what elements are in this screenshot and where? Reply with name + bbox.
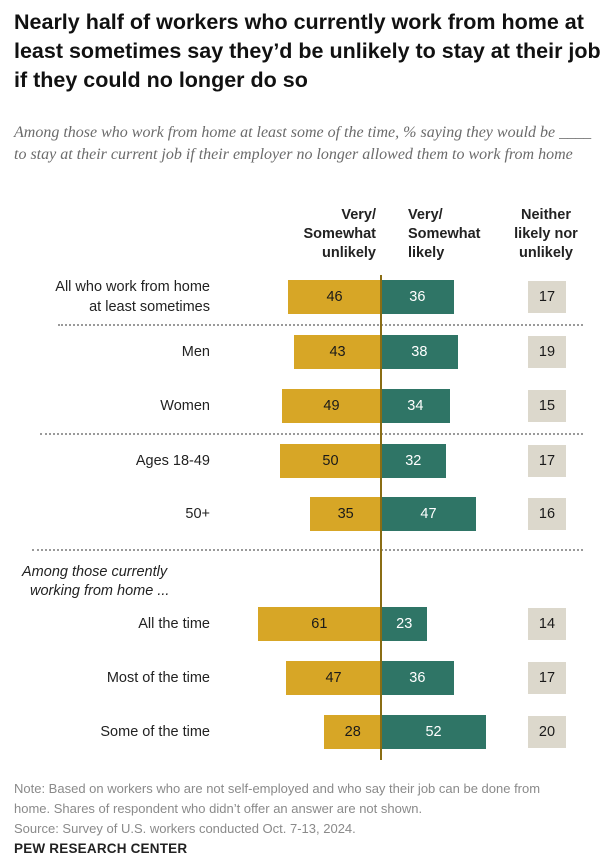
column-header-line: Very/ [408, 207, 443, 223]
column-header-likely: Very/ Somewhat likely [408, 206, 508, 263]
neither-value-box: 19 [528, 336, 566, 368]
group-separator [32, 549, 583, 551]
column-header-line: Somewhat [303, 226, 376, 242]
row-label: All the time [10, 614, 210, 634]
row-label: All who work from home at least sometimes [10, 277, 210, 317]
group-separator [58, 324, 583, 326]
bar-likely: 23 [381, 607, 428, 641]
bar-likely: 34 [381, 389, 450, 423]
row-label: Ages 18-49 [10, 451, 210, 471]
row-label: 50+ [10, 504, 210, 524]
chart-subtitle: Among those who work from home at least … [14, 124, 592, 163]
row-label-line: Ages 18-49 [135, 453, 210, 469]
row-label-line: All the time [138, 616, 210, 632]
bar-likely: 52 [381, 715, 487, 749]
row-label-line: Women [160, 398, 210, 414]
row-label-line: Some of the time [100, 724, 210, 740]
bar-unlikely: 46 [288, 280, 381, 314]
neither-value-box: 14 [528, 608, 566, 640]
bar-unlikely: 43 [294, 335, 381, 369]
group-label: Among those currently working from home … [22, 563, 212, 601]
note-line: Note: Based on workers who are not self-… [14, 781, 541, 796]
row-label-line: at least sometimes [89, 299, 210, 315]
column-header-line: unlikely [519, 245, 573, 261]
row-label-line: Most of the time [106, 670, 210, 686]
bar-unlikely: 49 [282, 389, 381, 423]
row-label: Most of the time [10, 668, 210, 688]
column-header-line: likely [408, 245, 445, 261]
note-line: Source: Survey of U.S. workers conducted… [14, 821, 356, 836]
note-line: home. Shares of respondent who didn’t of… [14, 801, 423, 816]
column-header-line: Somewhat [408, 226, 481, 242]
group-separator [40, 433, 583, 435]
neither-value-box: 16 [528, 498, 566, 530]
column-header-line: likely nor [514, 226, 578, 242]
row-label-line: 50+ [185, 506, 210, 522]
bar-unlikely: 50 [280, 444, 381, 478]
bar-unlikely: 47 [286, 661, 381, 695]
neither-value-box: 17 [528, 662, 566, 694]
bar-unlikely: 61 [257, 607, 381, 641]
neither-value-box: 20 [528, 716, 566, 748]
neither-value-box: 15 [528, 390, 566, 422]
column-header-line: Neither [521, 207, 571, 223]
source-brand: PEW RESEARCH CENTER [14, 841, 188, 856]
row-label-line: All who work from home [55, 279, 210, 295]
center-axis-line [380, 275, 382, 760]
row-label: Some of the time [10, 722, 210, 742]
group-label-line: working from home ... [30, 583, 170, 599]
neither-value-box: 17 [528, 281, 566, 313]
group-label-line: Among those currently [22, 564, 168, 580]
bar-unlikely: 28 [324, 715, 381, 749]
column-header-line: unlikely [322, 245, 376, 261]
column-header-line: Very/ [341, 207, 376, 223]
bar-likely: 32 [381, 444, 446, 478]
bar-likely: 47 [381, 497, 476, 531]
chart-title: Nearly half of workers who currently wor… [14, 10, 601, 92]
bar-unlikely: 35 [310, 497, 381, 531]
bar-likely: 36 [381, 280, 454, 314]
bar-likely: 36 [381, 661, 454, 695]
neither-value-box: 17 [528, 445, 566, 477]
row-label-line: Men [181, 344, 210, 360]
column-header-unlikely: Very/ Somewhat unlikely [270, 206, 376, 263]
chart-note: Note: Based on workers who are not self-… [14, 779, 609, 839]
row-label: Men [10, 342, 210, 362]
column-header-neither: Neither likely nor unlikely [505, 206, 587, 263]
bar-likely: 38 [381, 335, 458, 369]
row-label: Women [10, 396, 210, 416]
